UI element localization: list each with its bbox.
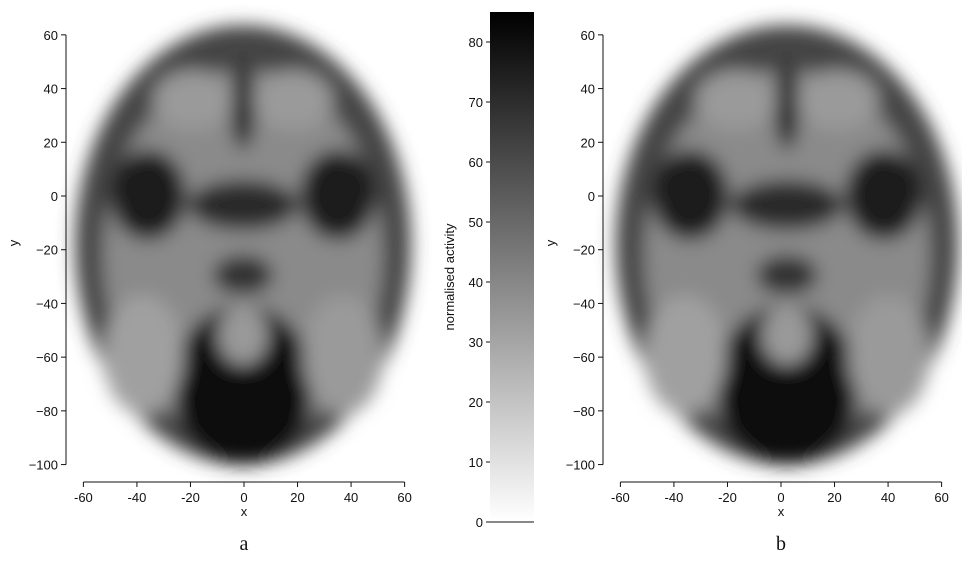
x-tick-label: -20 <box>718 490 737 505</box>
brain-image-a <box>75 25 411 465</box>
x-tick-label: 40 <box>344 490 358 505</box>
y-tick-label: 50 <box>469 215 483 230</box>
caption: b <box>776 533 786 555</box>
x-axis-label: x <box>241 504 248 519</box>
y-tick-label: 40 <box>469 275 483 290</box>
y-tick-label: 60 <box>44 28 58 43</box>
y-tick-label: −40 <box>36 296 58 311</box>
y-tick-label: −20 <box>573 243 595 258</box>
x-tick-label: -20 <box>181 490 200 505</box>
y-tick-label: 80 <box>469 35 483 50</box>
y-tick-label: 70 <box>469 95 483 110</box>
x-tick-label: -40 <box>665 490 684 505</box>
colorbar <box>490 12 534 522</box>
x-tick-label: -60 <box>74 490 93 505</box>
y-tick-label: 60 <box>469 155 483 170</box>
x-tick-label: -40 <box>128 490 147 505</box>
x-tick-label: 0 <box>240 490 247 505</box>
x-tick-label: 20 <box>290 490 304 505</box>
y-tick-label: 0 <box>588 189 595 204</box>
y-tick-label: 30 <box>469 335 483 350</box>
y-axis-label: y <box>6 239 21 246</box>
y-tick-label: −20 <box>36 243 58 258</box>
y-tick-label: −100 <box>566 458 595 473</box>
x-tick-label: -60 <box>611 490 630 505</box>
x-tick-label: 60 <box>397 490 411 505</box>
x-tick-label: 40 <box>881 490 895 505</box>
caption: a <box>240 533 249 555</box>
y-tick-label: −40 <box>573 296 595 311</box>
y-tick-label: 20 <box>581 135 595 150</box>
y-tick-label: 10 <box>469 455 483 470</box>
y-axis-label: y <box>543 239 558 246</box>
y-tick-label: 60 <box>581 28 595 43</box>
brain-image-b <box>615 25 959 465</box>
y-tick-label: −100 <box>29 458 58 473</box>
y-tick-label: 40 <box>44 82 58 97</box>
colorbar-label: normalised activity <box>442 223 457 330</box>
x-axis-label: x <box>778 504 785 519</box>
x-tick-label: 0 <box>777 490 784 505</box>
y-tick-label: 0 <box>51 189 58 204</box>
y-tick-label: −80 <box>36 404 58 419</box>
y-tick-label: −80 <box>573 404 595 419</box>
y-tick-label: −60 <box>573 350 595 365</box>
x-tick-label: 20 <box>827 490 841 505</box>
y-tick-label: 20 <box>44 135 58 150</box>
x-tick-label: 60 <box>934 490 948 505</box>
y-tick-label: 40 <box>581 82 595 97</box>
y-tick-label: 20 <box>469 395 483 410</box>
y-tick-label: 0 <box>476 515 483 530</box>
y-tick-label: −60 <box>36 350 58 365</box>
